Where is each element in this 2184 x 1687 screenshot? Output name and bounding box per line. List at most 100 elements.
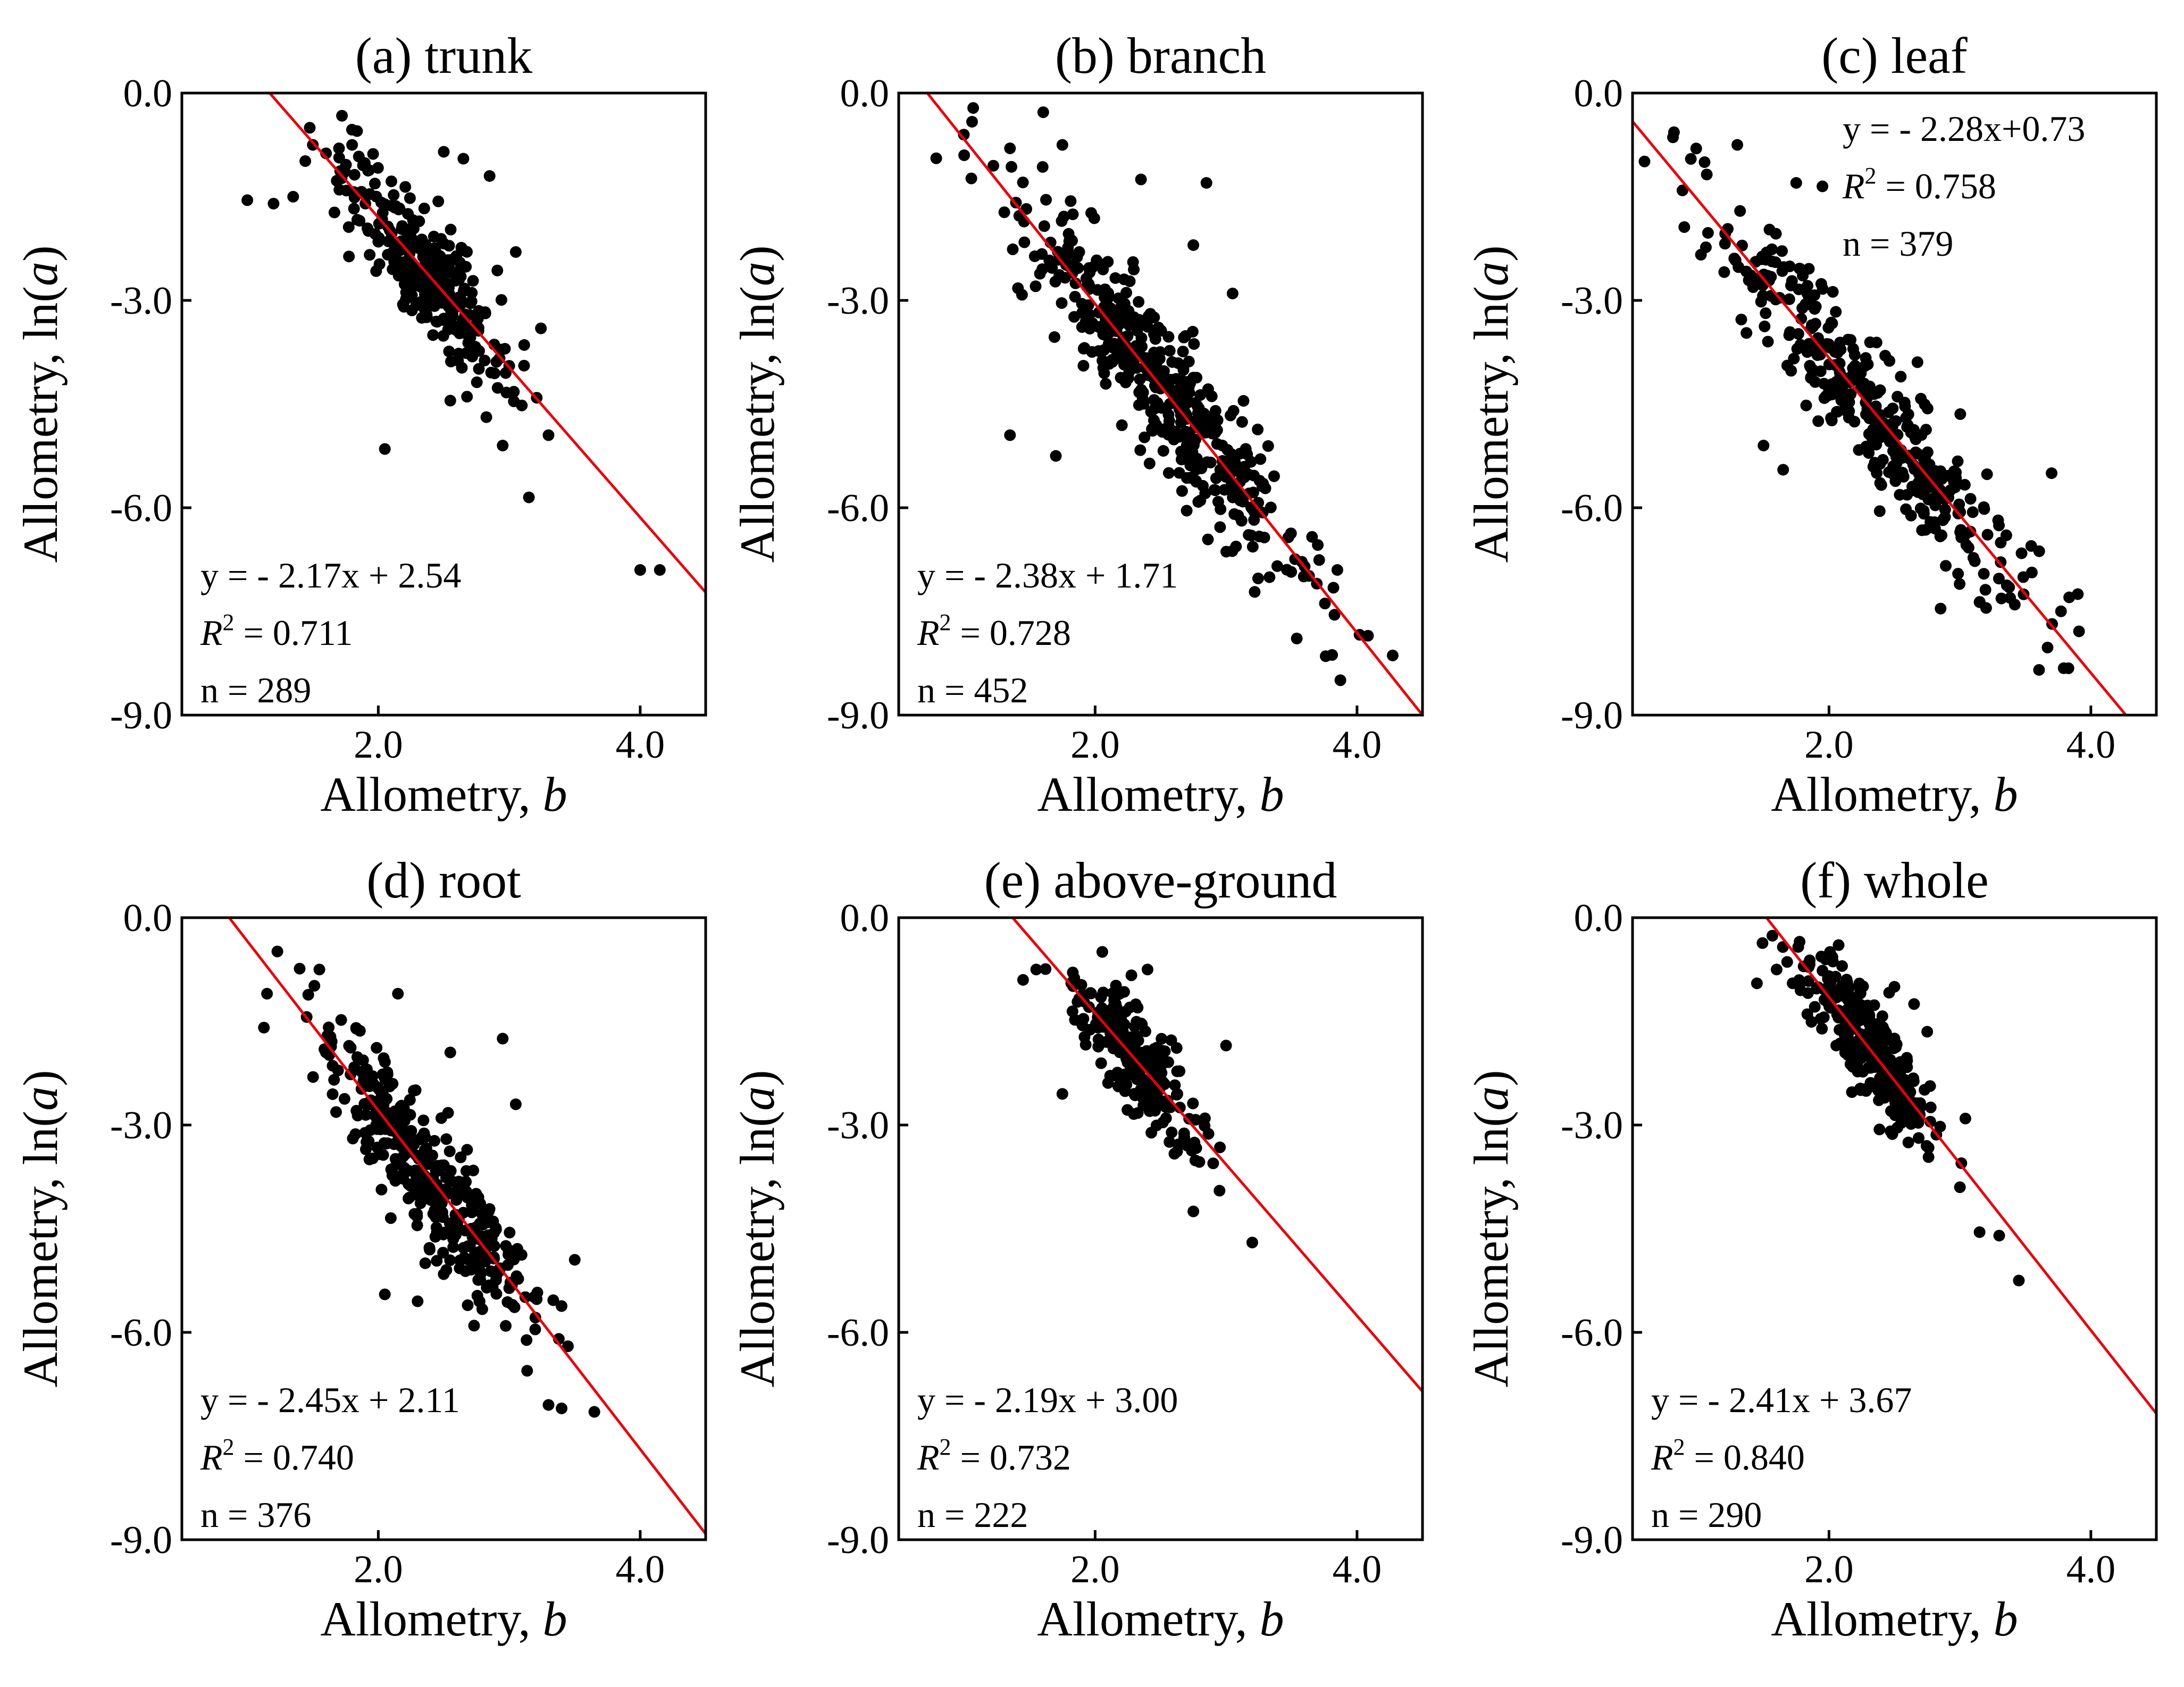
data-point [1954,578,1966,590]
data-point [1163,415,1175,427]
data-point [346,123,358,136]
data-point [271,945,283,958]
x-tick-label: 4.0 [616,1548,665,1591]
data-point [1176,485,1188,497]
data-point [1186,1145,1198,1157]
data-point [1920,524,1931,536]
data-point [1139,431,1151,443]
data-point [2026,566,2038,578]
data-point [1132,1035,1144,1047]
r-squared: R2 = 0.711 [200,609,353,653]
data-point [481,1206,493,1219]
data-point [468,1251,481,1263]
data-point [542,1399,555,1411]
panel-e: (e) above-ground 0.0 -3.0 -6.0 -9.0 2.0 4.0 All… [730,852,1424,1646]
data-point [396,220,408,232]
data-point [1116,419,1128,431]
y-label-close: ) [730,1070,784,1086]
data-point [1924,1080,1936,1092]
data-point [1181,505,1193,517]
data-point [2013,1274,2025,1287]
x-axis-label: Allometry, b [1037,1592,1284,1646]
data-point [345,1042,357,1054]
data-point [444,395,456,407]
data-point [1133,386,1145,398]
data-point [1265,501,1277,514]
data-point [331,175,343,187]
data-point [508,1301,521,1313]
data-point [1914,474,1926,486]
data-point [336,110,348,122]
data-point [1804,361,1817,373]
r2-superscript: 2 [223,1434,235,1460]
data-point [420,239,432,251]
data-point [1777,464,1789,476]
x-label-text: Allometry, [320,767,542,821]
data-point [1719,238,1731,250]
data-point [1048,331,1060,343]
data-point [1698,156,1711,168]
data-point [497,440,509,451]
data-point [1959,479,1971,491]
data-point [1823,951,1836,963]
data-point [479,307,491,320]
data-point [1187,436,1200,448]
data-point [1076,1019,1089,1031]
data-point [1812,415,1825,427]
r-squared: R2 = 0.740 [200,1434,354,1478]
data-point [1892,391,1904,403]
data-point [404,1109,416,1121]
data-point [1077,342,1090,355]
y-tick-label: -9.0 [827,694,889,737]
data-point [1161,425,1173,437]
data-point [1826,387,1838,399]
data-point [1915,392,1927,405]
data-point [1252,572,1264,584]
data-point [302,989,314,1001]
data-point [1735,314,1747,325]
data-point [1214,1142,1226,1153]
data-point [1173,384,1185,396]
data-point [347,1132,359,1145]
y-tick-label: 0.0 [1574,72,1624,115]
data-point [1954,1181,1966,1193]
data-point [1092,1034,1104,1045]
y-axis-label: Allometry, ln(a) [730,245,784,563]
data-point [308,980,321,992]
data-point [1728,253,1740,265]
data-point [1854,983,1867,995]
data-point [1676,184,1688,197]
data-point [350,1105,363,1117]
data-point [388,189,400,201]
data-point [1899,400,1911,413]
data-point [1268,470,1280,482]
data-point [1847,1048,1860,1060]
data-point [1877,430,1889,442]
data-point [1804,342,1816,355]
y-label-var: a [730,262,784,286]
data-point [1979,584,1991,596]
data-point [489,367,500,380]
data-point [1809,1001,1821,1013]
data-point [634,564,646,576]
r2-value: = 0.740 [235,1437,354,1478]
x-label-text: Allometry, [320,1592,542,1646]
data-point [1129,998,1142,1010]
data-point [1086,261,1099,273]
x-label-text: Allometry, [1771,767,1993,821]
data-point [330,1106,342,1118]
data-point [1873,1123,1886,1136]
data-point [1950,472,1962,484]
data-point [1069,277,1082,289]
data-point [1848,416,1861,428]
sample-size: n = 222 [917,1495,1028,1535]
y-tick-label: -6.0 [827,1311,889,1355]
data-point [958,149,970,161]
data-point [1334,674,1346,686]
data-point [1955,531,1968,543]
data-point [1967,506,1979,518]
data-point [1816,1022,1828,1035]
data-point [503,1244,514,1256]
data-point [1326,649,1338,661]
data-point [491,264,504,276]
